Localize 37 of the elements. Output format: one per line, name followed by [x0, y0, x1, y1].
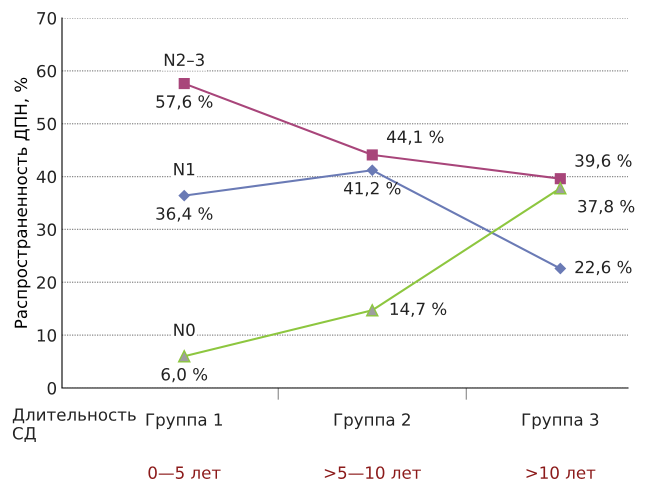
x-axis-title: Длительность СД: [12, 408, 136, 442]
data-label: 41,2 %: [344, 182, 400, 196]
text: >5—10 лет: [324, 466, 421, 479]
point: [366, 304, 379, 317]
point: [554, 182, 567, 194]
text: >10 лет: [526, 466, 596, 479]
y-tick-label: 20: [37, 276, 56, 289]
series-label: N1: [174, 163, 194, 176]
data-label: 37,8 %: [578, 200, 634, 214]
point: [178, 190, 190, 202]
data-label: 36,4 %: [156, 207, 212, 222]
series-label: N2–3: [164, 54, 204, 66]
data-label: 22,6 %: [575, 260, 632, 276]
data-label: 6,0 %: [162, 368, 208, 382]
data-label: 57,6 %: [156, 95, 212, 110]
text: 0—5 лет: [148, 466, 221, 479]
point: [554, 173, 566, 184]
x-tick-label: Группа 3: [522, 413, 598, 430]
data-label: 44,1 %: [386, 130, 444, 145]
point: [178, 350, 190, 363]
x-tick-label: Группа 2: [334, 413, 410, 430]
y-tick-label: 70: [37, 12, 56, 25]
y-tick-label: 60: [37, 64, 56, 78]
y-tick-label: 50: [37, 118, 56, 130]
data-label: 39,6 %: [575, 154, 632, 169]
point: [366, 149, 378, 160]
y-tick-label: 40: [36, 170, 56, 184]
y-tick-label: 0: [48, 382, 56, 395]
point: [366, 164, 378, 176]
series-label: N0: [174, 324, 195, 336]
y-tick-label: 10: [38, 329, 56, 342]
point: [178, 78, 190, 90]
point: [554, 262, 566, 274]
y-tick-label: 30: [37, 223, 56, 236]
y-axis-title: Распространенность ДПН, %: [14, 78, 30, 328]
x-tick-label: Группа 1: [146, 414, 222, 430]
data-label: 14,7 %: [390, 302, 446, 317]
